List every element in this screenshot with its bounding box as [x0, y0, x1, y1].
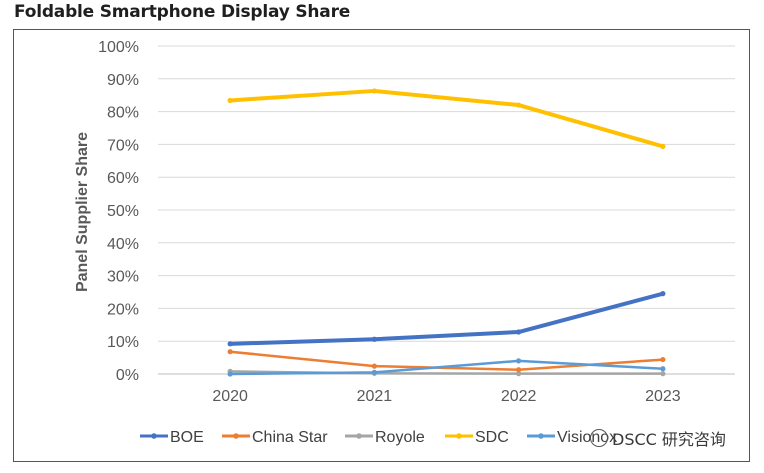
data-point — [227, 97, 233, 104]
series-line-visionox — [228, 359, 665, 376]
data-point — [371, 88, 377, 94]
data-point — [516, 358, 522, 364]
x-tick-label: 2022 — [501, 388, 537, 405]
data-point — [227, 371, 233, 377]
data-point — [660, 371, 666, 377]
data-point — [516, 371, 522, 377]
wechat-icon — [590, 429, 608, 447]
chart-title: Foldable Smartphone Display Share — [14, 2, 351, 22]
data-point — [227, 341, 233, 347]
legend-label: Royole — [375, 429, 425, 446]
watermark: DSCC 研究咨询 — [590, 426, 726, 450]
legend-marker — [233, 433, 239, 439]
data-point — [660, 291, 666, 297]
y-axis-ticks: 0% 10% 20% 30% 40% 50% 60% 70% 80% 90% 100% — [98, 39, 139, 384]
legend: BOE China Star Royole SDC Visionox — [140, 429, 617, 446]
x-tick-label: 2021 — [357, 388, 393, 405]
gridlines — [158, 45, 735, 375]
legend-label: SDC — [475, 429, 509, 446]
legend-marker — [456, 433, 462, 439]
watermark-text: DSCC 研究咨询 — [612, 430, 726, 449]
data-point — [660, 356, 666, 363]
data-point — [371, 369, 377, 375]
series-lines — [227, 88, 666, 377]
y-tick-label: 40% — [107, 236, 139, 253]
data-point — [516, 102, 522, 108]
y-axis-label: Panel Supplier Share — [74, 132, 91, 292]
y-tick-label: 70% — [107, 137, 139, 154]
y-tick-label: 60% — [107, 170, 139, 187]
legend-marker — [356, 433, 362, 439]
y-tick-label: 20% — [107, 301, 139, 318]
series-line-boe — [228, 291, 665, 346]
y-tick-label: 10% — [107, 334, 139, 351]
data-point — [371, 363, 377, 369]
y-tick-label: 0% — [116, 367, 139, 384]
data-point — [660, 366, 666, 372]
y-tick-label: 50% — [107, 203, 139, 220]
x-tick-label: 2020 — [212, 388, 248, 405]
series-line-sdc — [228, 88, 665, 149]
data-point — [516, 367, 522, 373]
x-axis-ticks: 2020 2021 2022 2023 — [212, 388, 680, 405]
y-tick-label: 90% — [107, 72, 139, 89]
data-point — [660, 143, 666, 149]
y-tick-label: 100% — [98, 39, 139, 56]
legend-marker — [538, 433, 544, 439]
data-point — [516, 329, 522, 335]
y-tick-label: 80% — [107, 105, 139, 122]
chart-frame — [13, 29, 750, 462]
y-tick-label: 30% — [107, 269, 139, 286]
legend-label: China Star — [252, 429, 328, 446]
data-point — [227, 349, 233, 355]
legend-label: BOE — [170, 429, 204, 446]
data-point — [371, 336, 377, 342]
legend-marker — [151, 433, 157, 439]
x-tick-label: 2023 — [645, 388, 681, 405]
